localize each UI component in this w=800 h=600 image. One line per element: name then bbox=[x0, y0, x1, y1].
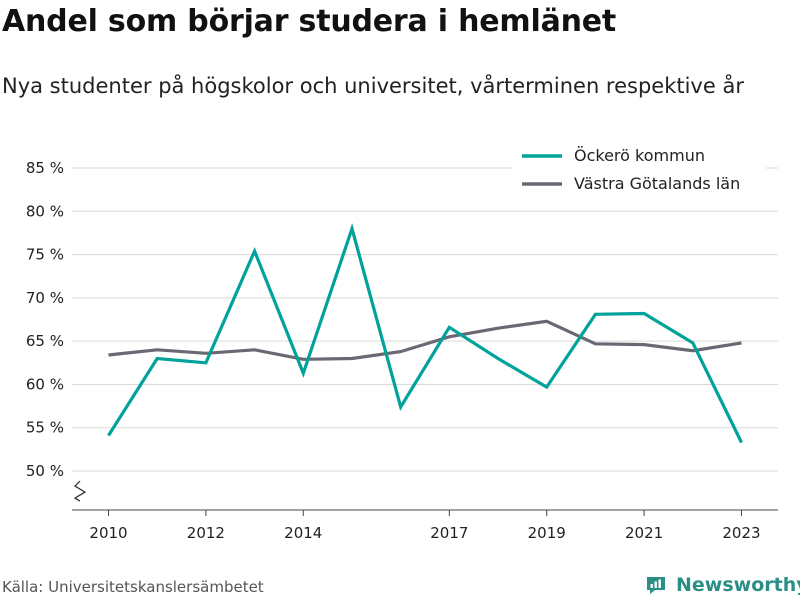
grid-lines bbox=[72, 167, 778, 472]
x-tick-label: 2023 bbox=[722, 524, 760, 542]
legend-background bbox=[512, 142, 766, 198]
legend: Öckerö kommun Västra Götalands län bbox=[512, 142, 766, 198]
y-tick-label: 60 % bbox=[26, 375, 64, 393]
y-tick-label: 70 % bbox=[26, 289, 64, 307]
chart-subtitle: Nya studenter på högskolor och universit… bbox=[2, 74, 744, 98]
source-note: Källa: Universitetskanslersämbetet bbox=[2, 578, 264, 596]
x-tick-label: 2010 bbox=[89, 524, 127, 542]
y-tick-label: 85 % bbox=[26, 159, 64, 177]
y-tick-label: 65 % bbox=[26, 332, 64, 350]
y-tick-label: 80 % bbox=[26, 202, 64, 220]
y-tick-label: 55 % bbox=[26, 419, 64, 437]
x-tick-label: 2017 bbox=[430, 524, 468, 542]
newsworthy-logo-icon bbox=[647, 577, 665, 594]
x-tick-label: 2019 bbox=[528, 524, 566, 542]
legend-label: Öckerö kommun bbox=[574, 146, 705, 165]
x-tick-label: 2012 bbox=[187, 524, 225, 542]
y-tick-label: 50 % bbox=[26, 462, 64, 480]
x-tick-label: 2021 bbox=[625, 524, 663, 542]
chart-title: Andel som börjar studera i hemlänet bbox=[2, 4, 617, 39]
series-lines bbox=[107, 223, 743, 444]
x-tick-label: 2014 bbox=[284, 524, 322, 542]
newsworthy-brand[interactable]: Newsworthy bbox=[644, 570, 800, 600]
brand-name: Newsworthy bbox=[676, 574, 800, 596]
axes: 50 % 55 % 60 % 65 % 70 % 75 % 80 % 85 % 2010 2012… bbox=[26, 159, 778, 542]
legend-label: Västra Götalands län bbox=[574, 174, 740, 193]
series-line-ockero bbox=[107, 223, 743, 444]
series-line-vastra-gotaland bbox=[108, 319, 742, 361]
y-tick-label: 75 % bbox=[26, 246, 64, 264]
axis-break-icon bbox=[73, 480, 87, 502]
